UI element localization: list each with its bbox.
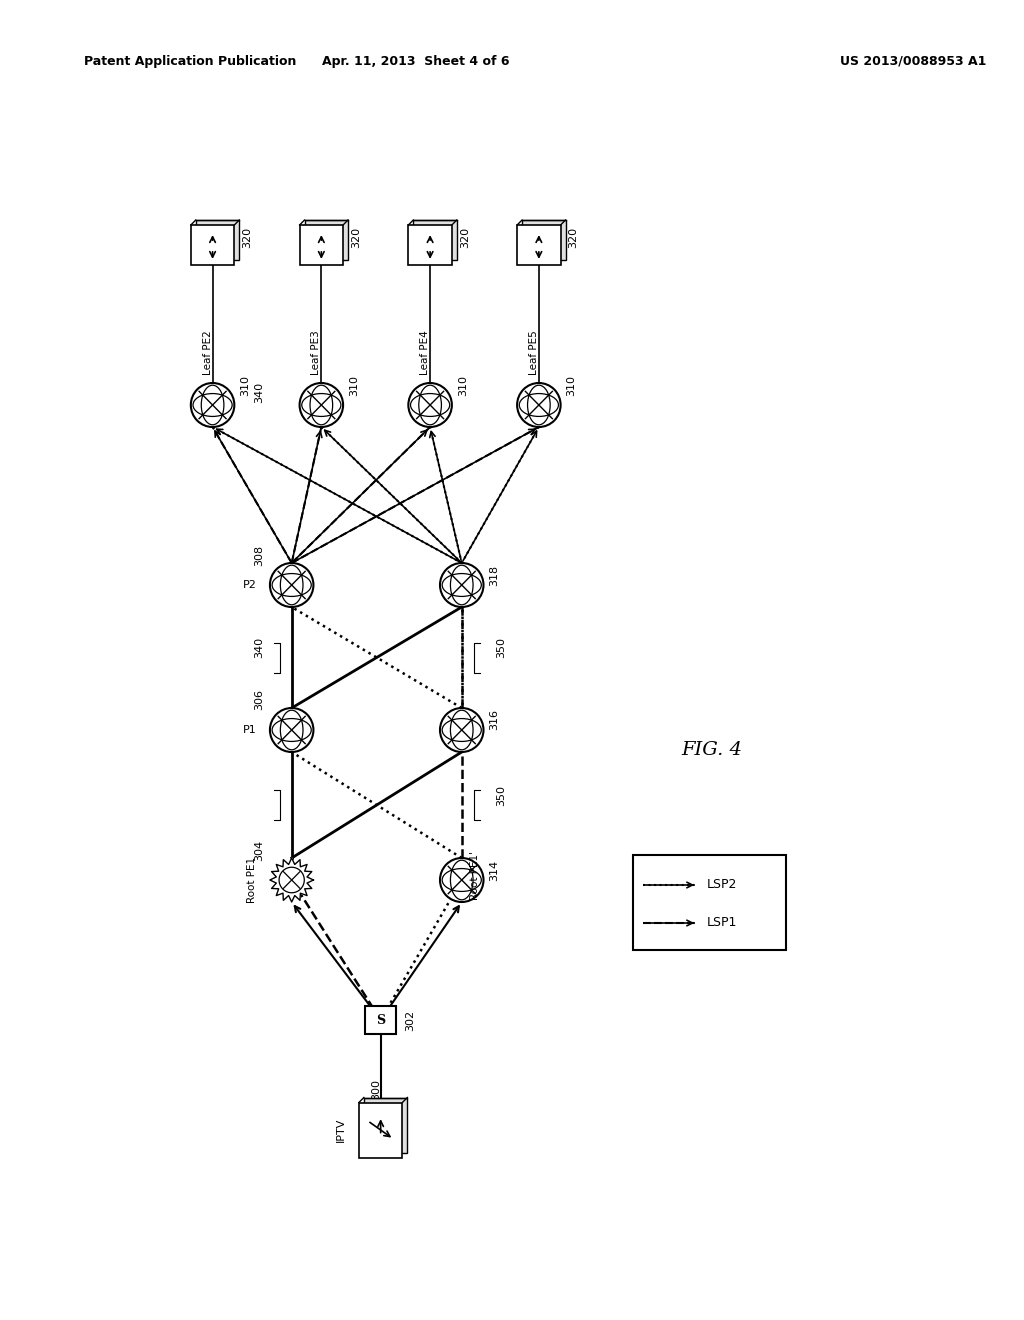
Circle shape [270, 564, 313, 607]
Text: Leaf PE4: Leaf PE4 [420, 330, 430, 375]
Text: 320: 320 [351, 227, 361, 248]
Circle shape [409, 383, 452, 426]
Text: P3: P3 [470, 719, 483, 730]
FancyBboxPatch shape [522, 220, 565, 260]
FancyBboxPatch shape [517, 224, 560, 265]
Circle shape [300, 383, 343, 426]
Text: P2: P2 [243, 579, 257, 590]
Text: 310: 310 [349, 375, 359, 396]
Circle shape [440, 858, 483, 902]
Text: 306: 306 [254, 689, 264, 710]
Circle shape [270, 708, 313, 752]
Text: S: S [376, 1014, 385, 1027]
Text: 316: 316 [489, 710, 500, 730]
Text: P4: P4 [470, 576, 483, 585]
Polygon shape [270, 858, 313, 902]
Text: Leaf PE3: Leaf PE3 [311, 330, 322, 375]
Text: 310: 310 [458, 375, 468, 396]
Text: 310: 310 [566, 375, 577, 396]
Text: 304: 304 [254, 840, 264, 861]
Text: P1: P1 [244, 725, 257, 735]
Text: FIG. 4: FIG. 4 [681, 741, 742, 759]
FancyBboxPatch shape [304, 220, 348, 260]
Text: 320: 320 [243, 227, 252, 248]
Text: 340: 340 [254, 381, 264, 403]
FancyBboxPatch shape [359, 1102, 402, 1158]
FancyBboxPatch shape [414, 220, 457, 260]
Text: 350: 350 [497, 638, 506, 657]
Text: IPTV: IPTV [336, 1118, 346, 1142]
Text: 320: 320 [460, 227, 470, 248]
Text: 308: 308 [254, 544, 264, 565]
Text: Apr. 11, 2013  Sheet 4 of 6: Apr. 11, 2013 Sheet 4 of 6 [322, 55, 509, 69]
Text: Root PE1': Root PE1' [470, 850, 479, 899]
FancyBboxPatch shape [300, 224, 343, 265]
FancyBboxPatch shape [409, 224, 452, 265]
Text: Patent Application Publication: Patent Application Publication [84, 55, 296, 69]
Text: 314: 314 [489, 859, 500, 880]
FancyBboxPatch shape [196, 220, 240, 260]
Text: LSP2: LSP2 [707, 879, 737, 891]
Text: 320: 320 [568, 227, 579, 248]
Circle shape [190, 383, 234, 426]
Text: LSP1: LSP1 [707, 916, 737, 929]
Text: US 2013/0088953 A1: US 2013/0088953 A1 [841, 55, 987, 69]
Text: Leaf PE2: Leaf PE2 [203, 330, 213, 375]
Text: 340: 340 [254, 638, 264, 659]
Circle shape [440, 564, 483, 607]
Text: Root PE1: Root PE1 [247, 857, 257, 903]
Circle shape [517, 383, 560, 426]
Text: 310: 310 [241, 375, 250, 396]
Text: 300: 300 [371, 1080, 381, 1101]
Text: 318: 318 [489, 565, 500, 586]
FancyBboxPatch shape [190, 224, 234, 265]
Circle shape [440, 708, 483, 752]
FancyBboxPatch shape [633, 855, 786, 950]
Text: Leaf PE5: Leaf PE5 [529, 330, 539, 375]
Text: 302: 302 [406, 1010, 416, 1031]
Text: 350: 350 [497, 784, 506, 805]
FancyBboxPatch shape [365, 1006, 396, 1034]
FancyBboxPatch shape [364, 1097, 408, 1152]
